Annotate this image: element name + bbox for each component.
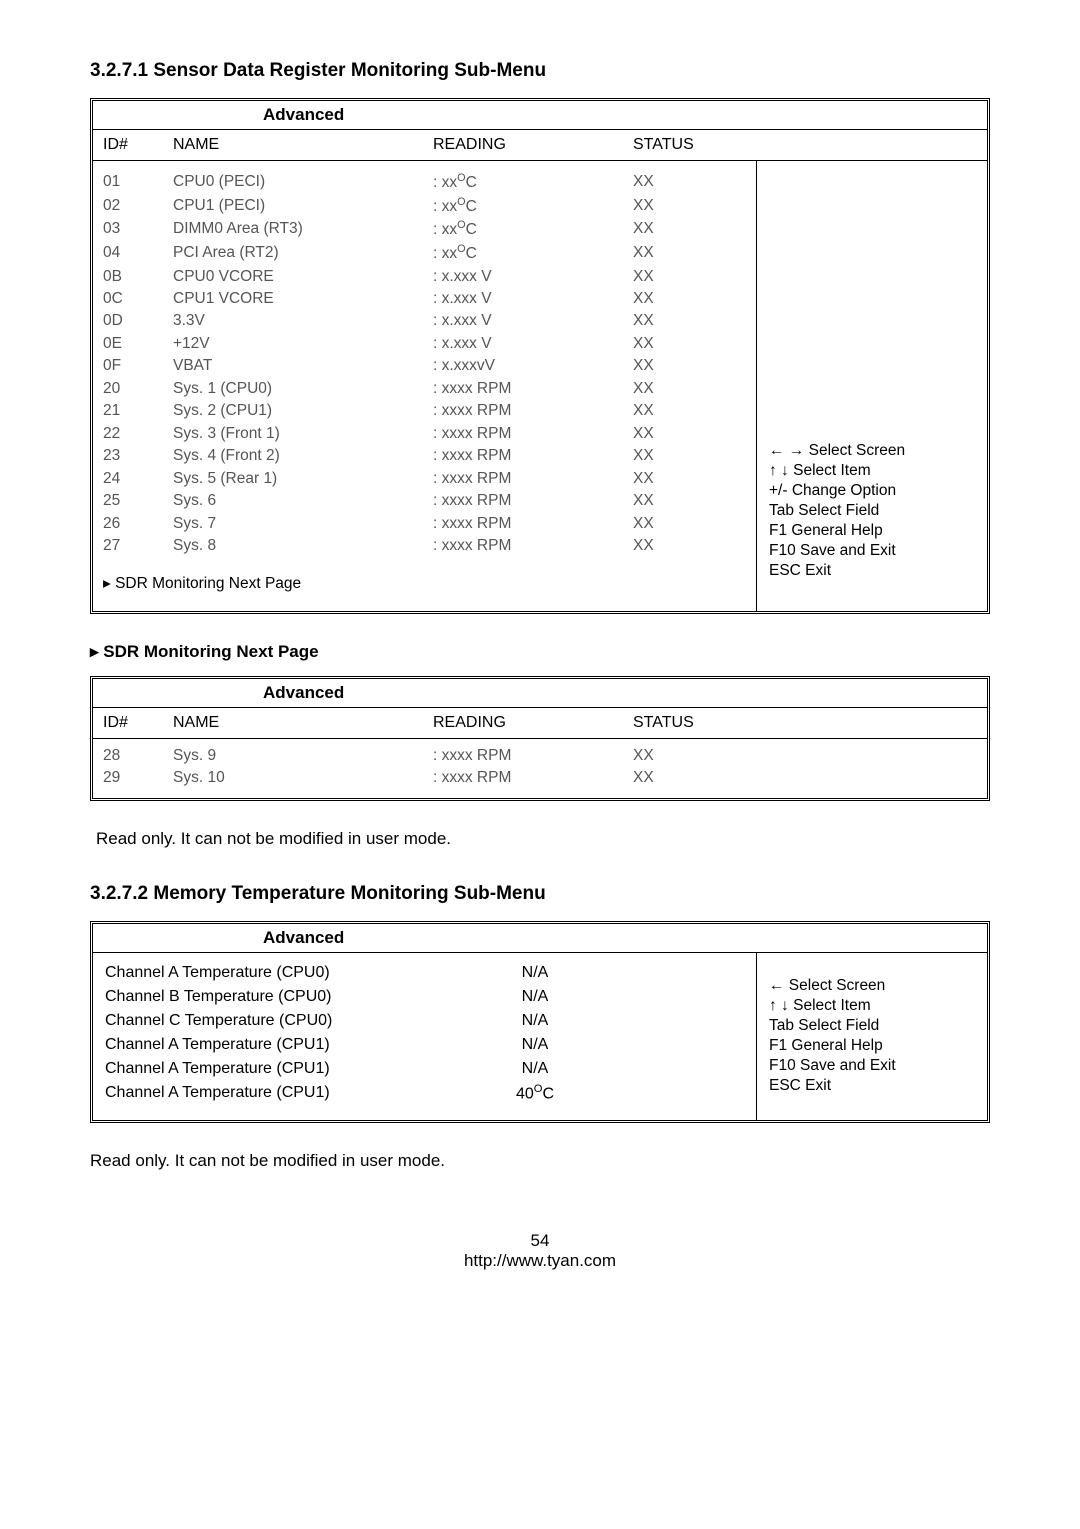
help-line: ESC Exit: [769, 562, 975, 580]
page-footer: 54 http://www.tyan.com: [90, 1231, 990, 1271]
readonly-note-1: Read only. It can not be modified in use…: [96, 829, 990, 849]
mem-temp-row: Channel A Temperature (CPU1)40OC: [105, 1081, 744, 1106]
footer-link[interactable]: http://www.tyan.com: [464, 1251, 616, 1270]
sensor-row: 22Sys. 3 (Front 1): xxxx RPMXX: [103, 423, 746, 445]
sensor-data-box: Advanced ID# NAME READING STATUS 01CPU0 …: [90, 98, 990, 614]
sensor-row: 04PCI Area (RT2): xxOCXX: [103, 242, 746, 266]
sdr-next-page-link[interactable]: ▸ SDR Monitoring Next Page: [103, 558, 746, 597]
section-1-title: 3.2.7.1 Sensor Data Register Monitoring …: [90, 60, 990, 82]
readonly-note-2: Read only. It can not be modified in use…: [90, 1151, 990, 1171]
page-number: 54: [90, 1231, 990, 1251]
help-line: ↑ ↓ Select Item: [769, 462, 975, 480]
column-headers-2: ID# NAME READING STATUS: [93, 708, 987, 739]
sensor-row: 0CCPU1 VCORE: x.xxx VXX: [103, 288, 746, 310]
mem-temp-row: Channel B Temperature (CPU0)N/A: [105, 985, 744, 1009]
advanced-header-2: Advanced: [93, 679, 987, 708]
sensor-row: 01CPU0 (PECI): xxOCXX: [103, 171, 746, 195]
col-status: STATUS: [633, 136, 977, 154]
sensor-row: 03DIMM0 Area (RT3): xxOCXX: [103, 218, 746, 242]
mem-temp-row: Channel C Temperature (CPU0)N/A: [105, 1009, 744, 1033]
col-reading: READING: [433, 714, 633, 732]
help-panel-2: ← Select Screen ↑ ↓ Select Item Tab Select…: [757, 953, 987, 1120]
sensor-row: 26Sys. 7: xxxx RPMXX: [103, 513, 746, 535]
sdr-next-box: Advanced ID# NAME READING STATUS 28Sys. …: [90, 676, 990, 801]
sensor-row: 02CPU1 (PECI): xxOCXX: [103, 195, 746, 219]
sensor-row: 27Sys. 8: xxxx RPMXX: [103, 535, 746, 557]
sensor-row: 25Sys. 6: xxxx RPMXX: [103, 490, 746, 512]
col-name: NAME: [173, 136, 433, 154]
memory-temp-box: Advanced Channel A Temperature (CPU0)N/A…: [90, 921, 990, 1123]
column-headers-1: ID# NAME READING STATUS: [93, 130, 987, 161]
help-line: Tab Select Field: [769, 1017, 975, 1035]
mem-temp-row: Channel A Temperature (CPU0)N/A: [105, 961, 744, 985]
sensor-row: 20Sys. 1 (CPU0): xxxx RPMXX: [103, 378, 746, 400]
mem-temp-rows: Channel A Temperature (CPU0)N/AChannel B…: [93, 953, 757, 1120]
sensor-row: 24Sys. 5 (Rear 1): xxxx RPMXX: [103, 468, 746, 490]
sensor-row: 0D3.3V: x.xxx VXX: [103, 310, 746, 332]
help-panel-1: ← → Select Screen ↑ ↓ Select Item +/- Chan…: [757, 161, 987, 611]
help-line: ↑ ↓ Select Item: [769, 997, 975, 1015]
help-line: F1 General Help: [769, 1037, 975, 1055]
col-status: STATUS: [633, 714, 977, 732]
help-line: ESC Exit: [769, 1077, 975, 1095]
help-line: F10 Save and Exit: [769, 1057, 975, 1075]
sensor-row: 0E+12V: x.xxx VXX: [103, 333, 746, 355]
col-name: NAME: [173, 714, 433, 732]
help-line: +/- Change Option: [769, 482, 975, 500]
sensor-row: 23Sys. 4 (Front 2): xxxx RPMXX: [103, 445, 746, 467]
mem-temp-row: Channel A Temperature (CPU1)N/A: [105, 1057, 744, 1081]
sensor-row: 0BCPU0 VCORE: x.xxx VXX: [103, 266, 746, 288]
advanced-header-3: Advanced: [93, 924, 987, 953]
mem-temp-row: Channel A Temperature (CPU1)N/A: [105, 1033, 744, 1057]
sdr-next-page-heading: ▸ SDR Monitoring Next Page: [90, 642, 990, 662]
help-line: F1 General Help: [769, 522, 975, 540]
col-id: ID#: [103, 714, 173, 732]
col-reading: READING: [433, 136, 633, 154]
section-2-title: 3.2.7.2 Memory Temperature Monitoring Su…: [90, 883, 990, 905]
sensor-row: 29Sys. 10: xxxx RPMXX: [103, 767, 977, 789]
advanced-header-1: Advanced: [93, 101, 987, 130]
sensor-rows: 01CPU0 (PECI): xxOCXX02CPU1 (PECI): xxOC…: [93, 161, 757, 611]
help-line: ← Select Screen: [769, 977, 975, 995]
col-id: ID#: [103, 136, 173, 154]
sensor-row: 28Sys. 9: xxxx RPMXX: [103, 745, 977, 767]
help-line: F10 Save and Exit: [769, 542, 975, 560]
sensor-row: 0FVBAT: x.xxxvVXX: [103, 355, 746, 377]
sensor-row: 21Sys. 2 (CPU1): xxxx RPMXX: [103, 400, 746, 422]
help-line: ← → Select Screen: [769, 442, 975, 460]
help-line: Tab Select Field: [769, 502, 975, 520]
sdr-next-rows: 28Sys. 9: xxxx RPMXX29Sys. 10: xxxx RPMX…: [93, 739, 987, 798]
